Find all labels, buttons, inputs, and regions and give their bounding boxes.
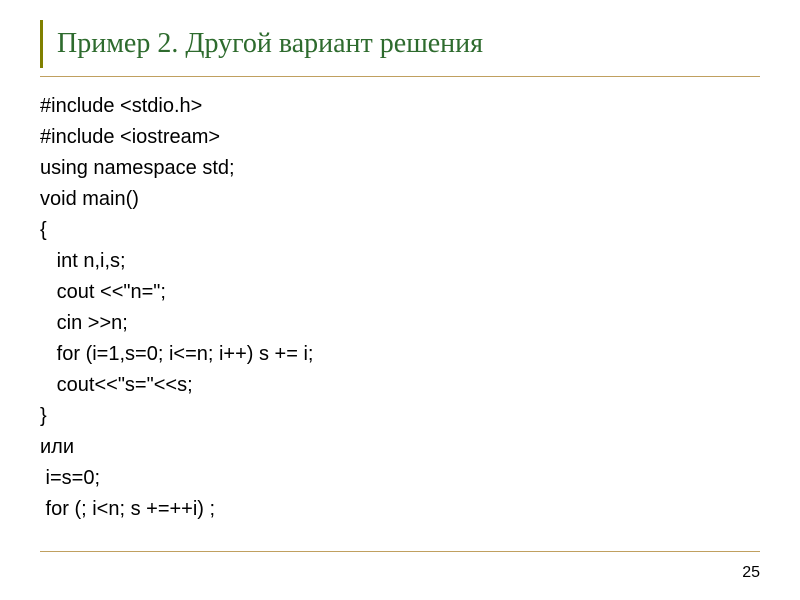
code-line: или bbox=[40, 432, 760, 463]
code-line: { bbox=[40, 215, 760, 246]
code-line: } bbox=[40, 401, 760, 432]
code-line: for (i=1,s=0; i<=n; i++) s += i; bbox=[40, 339, 760, 370]
code-line: #include <iostream> bbox=[40, 122, 760, 153]
code-line: using namespace std; bbox=[40, 153, 760, 184]
code-line: cout<<"s="<<s; bbox=[40, 370, 760, 401]
title-block: Пример 2. Другой вариант решения bbox=[40, 20, 760, 68]
code-line: for (; i<n; s +=++i) ; bbox=[40, 494, 760, 525]
code-line: cin >>n; bbox=[40, 308, 760, 339]
bottom-rule bbox=[40, 551, 760, 552]
code-line: i=s=0; bbox=[40, 463, 760, 494]
title-underline bbox=[40, 76, 760, 77]
code-line: cout <<"n="; bbox=[40, 277, 760, 308]
slide-title: Пример 2. Другой вариант решения bbox=[57, 28, 760, 60]
code-line: #include <stdio.h> bbox=[40, 91, 760, 122]
page-number: 25 bbox=[742, 564, 760, 582]
slide: Пример 2. Другой вариант решения #includ… bbox=[0, 0, 800, 600]
code-line: void main() bbox=[40, 184, 760, 215]
code-block: #include <stdio.h> #include <iostream> u… bbox=[40, 91, 760, 525]
code-line: int n,i,s; bbox=[40, 246, 760, 277]
